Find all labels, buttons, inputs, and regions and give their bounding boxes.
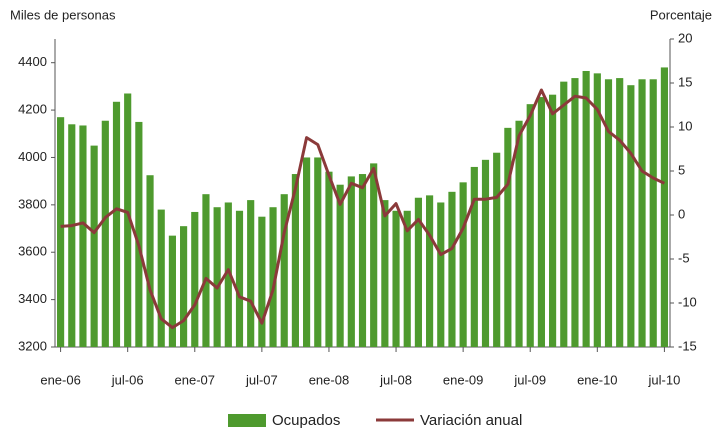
y2-tick-label: -5	[678, 250, 690, 265]
bar	[224, 202, 232, 347]
bar	[358, 174, 367, 347]
y2-tick-label: 20	[678, 30, 692, 45]
bar	[370, 163, 378, 347]
bar	[403, 210, 411, 347]
bar	[180, 226, 188, 347]
bar	[537, 97, 545, 348]
bar	[426, 195, 434, 347]
y-axis-title: Miles de personas	[10, 7, 116, 22]
bar	[414, 197, 422, 347]
bar	[146, 175, 154, 347]
x-tick-label: jul-09	[513, 372, 546, 387]
y2-tick-label: -10	[678, 294, 697, 309]
bar	[638, 79, 646, 348]
bar	[571, 78, 579, 347]
bar	[381, 200, 389, 347]
bar	[627, 85, 635, 347]
bar	[649, 79, 657, 348]
bar	[560, 81, 568, 348]
bar	[135, 121, 143, 347]
bar	[202, 194, 210, 347]
line	[60, 88, 666, 330]
bar	[269, 207, 277, 347]
bar	[101, 120, 109, 347]
bar	[493, 152, 501, 347]
bar	[68, 124, 76, 348]
bar	[280, 194, 288, 347]
bar	[660, 67, 668, 347]
bar	[303, 157, 311, 347]
bar	[213, 207, 221, 347]
bar	[57, 117, 65, 347]
bar	[336, 184, 344, 347]
x-tick-label: ene-06	[40, 372, 80, 387]
bar	[291, 174, 299, 347]
legend-swatch	[228, 414, 266, 427]
bar	[258, 216, 266, 347]
x-tick-label: jul-06	[111, 372, 144, 387]
bar	[504, 127, 512, 347]
y-tick-label: 3200	[18, 338, 47, 353]
y2-tick-label: 0	[678, 206, 685, 221]
x-tick-label: ene-09	[443, 372, 483, 387]
bar	[459, 182, 467, 347]
bar	[481, 159, 490, 347]
y2-tick-label: 10	[678, 118, 692, 133]
bar	[616, 78, 624, 347]
bar	[90, 145, 98, 347]
bar	[157, 209, 165, 347]
y2-tick-label: 15	[678, 74, 692, 89]
bar	[325, 171, 333, 347]
x-tick-label: jul-08	[379, 372, 412, 387]
y2-axis-title: Porcentaje	[650, 7, 712, 22]
bar	[235, 210, 244, 347]
legend-label: Variación anual	[420, 412, 522, 429]
bar	[448, 191, 456, 347]
bar	[79, 125, 87, 347]
y-tick-label: 3600	[18, 244, 47, 259]
x-tick-label: ene-10	[577, 372, 617, 387]
y-tick-label: 4400	[18, 54, 47, 69]
x-tick-label: ene-07	[175, 372, 215, 387]
bar	[593, 73, 601, 347]
bar	[168, 235, 176, 347]
y2-tick-label: 5	[678, 162, 685, 177]
x-tick-label: jul-10	[648, 372, 681, 387]
bar	[392, 210, 400, 347]
bar	[526, 104, 534, 348]
bar	[124, 93, 132, 347]
bar	[247, 200, 255, 347]
legend-label: Ocupados	[272, 412, 340, 429]
bar	[112, 101, 121, 348]
bar	[470, 166, 478, 347]
bar	[604, 79, 613, 348]
x-tick-label: ene-08	[309, 372, 349, 387]
bar	[191, 211, 199, 347]
bar	[515, 120, 523, 347]
x-tick-label: jul-07	[245, 372, 278, 387]
y-tick-label: 4200	[18, 102, 47, 117]
y-tick-label: 4000	[18, 149, 47, 164]
y-tick-label: 3400	[18, 291, 47, 306]
bar	[437, 202, 445, 347]
bar	[549, 94, 557, 347]
bar	[582, 70, 590, 347]
y-tick-label: 3800	[18, 196, 47, 211]
y2-tick-label: -15	[678, 338, 697, 353]
bar	[314, 157, 322, 347]
bar	[347, 176, 355, 347]
